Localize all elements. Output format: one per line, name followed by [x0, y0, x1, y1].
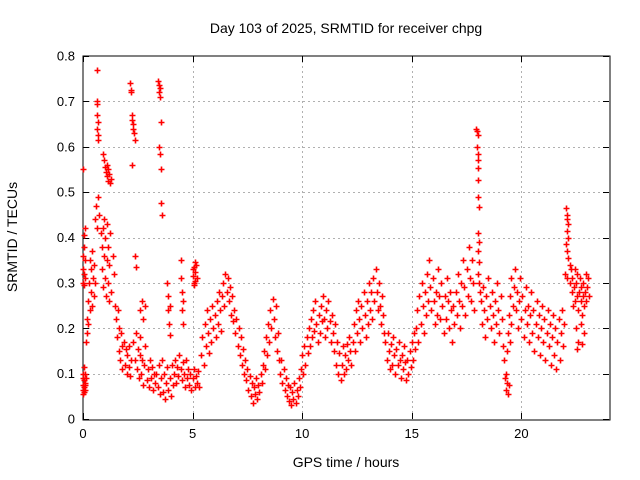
- y-tick-label: 0.8: [57, 49, 75, 64]
- chart-title: Day 103 of 2025, SRMTID for receiver chp…: [210, 20, 482, 36]
- y-tick-label: 0.5: [57, 185, 75, 200]
- y-axis-label: SRMTID / TECUs: [4, 182, 20, 292]
- x-tick-label: 20: [514, 426, 528, 441]
- y-tick-label: 0.7: [57, 94, 75, 109]
- y-tick-label: 0.4: [57, 230, 75, 245]
- x-tick-labels: 0 5 10 15 20: [79, 426, 528, 441]
- x-axis-label: GPS time / hours: [293, 454, 400, 470]
- x-tick-label: 0: [79, 426, 86, 441]
- y-tick-label: 0.6: [57, 139, 75, 154]
- y-tick-label: 0.2: [57, 321, 75, 336]
- y-tick-labels: 0 0.1 0.2 0.3 0.4 0.5 0.6 0.7 0.8: [57, 49, 75, 427]
- y-tick-label: 0.1: [57, 366, 75, 381]
- y-tick-label: 0: [68, 412, 75, 427]
- grid-lines: [83, 56, 609, 419]
- axis-text: Day 103 of 2025, SRMTID for receiver chp…: [4, 20, 529, 470]
- y-tick-label: 0.3: [57, 275, 75, 290]
- x-tick-label: 10: [295, 426, 309, 441]
- scatter-markers: [80, 67, 593, 409]
- x-tick-label: 5: [189, 426, 196, 441]
- x-tick-label: 15: [405, 426, 419, 441]
- data-points: [80, 67, 593, 409]
